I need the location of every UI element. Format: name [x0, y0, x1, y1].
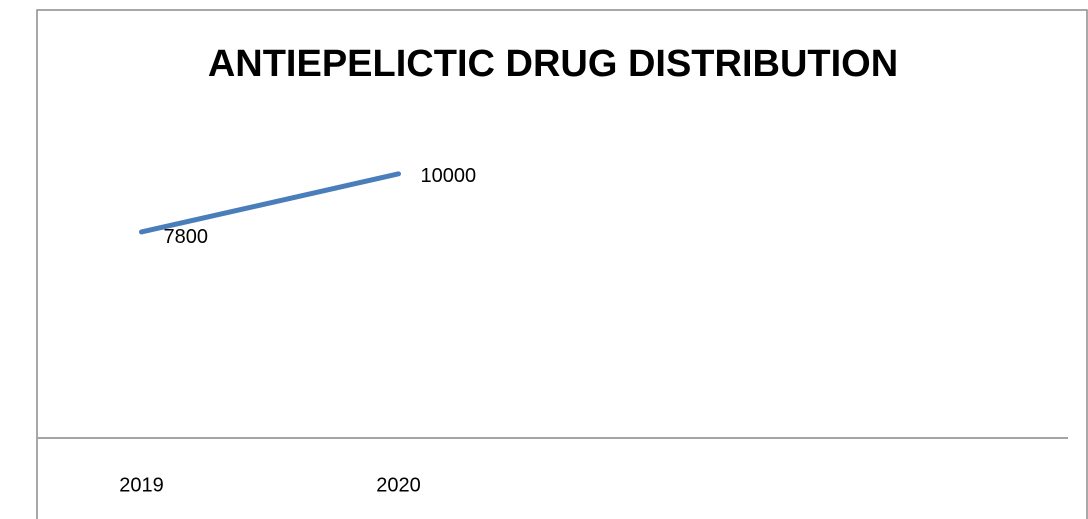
chart-title: ANTIEPELICTIC DRUG DISTRIBUTION: [208, 43, 898, 85]
data-line: [139, 171, 401, 235]
chart-frame: [36, 9, 1088, 519]
data-label: 7800: [164, 226, 209, 248]
x-tick-label: 2020: [376, 474, 421, 496]
data-label: 10000: [421, 165, 477, 187]
x-tick-label: 2019: [119, 474, 164, 496]
